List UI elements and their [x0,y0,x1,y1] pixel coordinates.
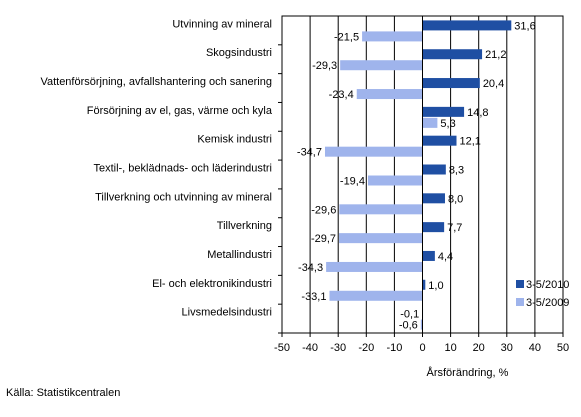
category-label: Livsmedelsindustri [182,307,272,319]
data-label: 4,4 [438,251,453,263]
category-label: Vattenförsörjning, avfallshantering och … [40,76,272,88]
bar-2009 [367,175,423,186]
data-label: -21,5 [334,31,359,43]
source-note: Källa: Statistikcentralen [6,387,121,399]
data-label: 1,0 [428,280,443,292]
x-tick-label: 50 [557,342,569,354]
data-label: 8,0 [448,193,463,205]
x-tick-label: 40 [529,342,541,354]
x-tick-label: 20 [473,342,485,354]
x-tick-label: -10 [386,342,402,354]
x-tick-label: 0 [419,342,425,354]
category-label: Skogsindustri [206,47,272,59]
data-label: -34,3 [298,262,323,274]
data-label: 21,2 [485,49,506,61]
legend-label: 3-5/2010 [526,279,569,291]
data-label: -34,7 [297,147,322,159]
category-label: Försörjning av el, gas, värme och kyla [87,105,273,117]
data-label: 12,1 [460,136,481,148]
bar-2010 [422,78,480,89]
bar-2010 [422,222,445,233]
x-tick-label: -50 [274,342,290,354]
legend-swatch [516,280,524,288]
legend-label: 3-5/2009 [526,297,569,309]
x-tick-label: -30 [330,342,346,354]
x-tick-label: 30 [501,342,513,354]
category-label: Utvinning av mineral [172,18,272,30]
data-label: 31,6 [514,20,535,32]
bar-2009 [329,290,423,301]
data-label: -29,7 [311,233,336,245]
bar-2009 [362,31,423,42]
bar-2009 [339,233,423,244]
bar-2010 [422,49,483,60]
data-label: 8,3 [449,165,464,177]
data-label: -23,4 [329,89,354,101]
data-label: -33,1 [301,291,326,303]
bar-2009 [326,261,423,272]
bar-2009 [422,117,438,128]
x-tick-label: -40 [302,342,318,354]
category-label: Metallindustri [207,249,272,261]
category-label: El- och elektronikindustri [152,278,272,290]
data-label: 14,8 [467,107,488,119]
bar-2009 [324,146,423,157]
category-label: Tillverkning och utvinning av mineral [95,191,272,203]
bar-2010 [422,20,512,31]
data-label: 7,7 [447,222,462,234]
bar-2009 [339,204,423,215]
data-label: -19,4 [340,176,365,188]
data-label: 5,3 [440,118,455,130]
category-label: Tillverkning [217,220,272,232]
bar-2010 [422,135,457,146]
data-label: 20,4 [483,78,504,90]
bar-2009 [356,89,423,100]
x-tick-label: 10 [444,342,456,354]
bar-2010 [422,250,435,261]
bar-2009 [340,60,423,71]
bar-2010 [422,193,445,204]
data-label: -0,6 [399,320,418,332]
data-label: -29,6 [311,204,336,216]
data-label: -0,1 [400,309,419,321]
bar-2010 [422,106,465,117]
bar-2010 [422,279,426,290]
legend-swatch [516,298,524,306]
category-label: Kemisk industri [197,134,272,146]
x-tick-label: -20 [358,342,374,354]
x-axis-title: Årsförändring, % [427,366,509,379]
bar-2010 [422,164,446,175]
bar-2009 [420,319,423,330]
category-label: Textil-, beklädnads- och läderindustri [93,163,272,175]
data-label: -29,3 [312,60,337,72]
